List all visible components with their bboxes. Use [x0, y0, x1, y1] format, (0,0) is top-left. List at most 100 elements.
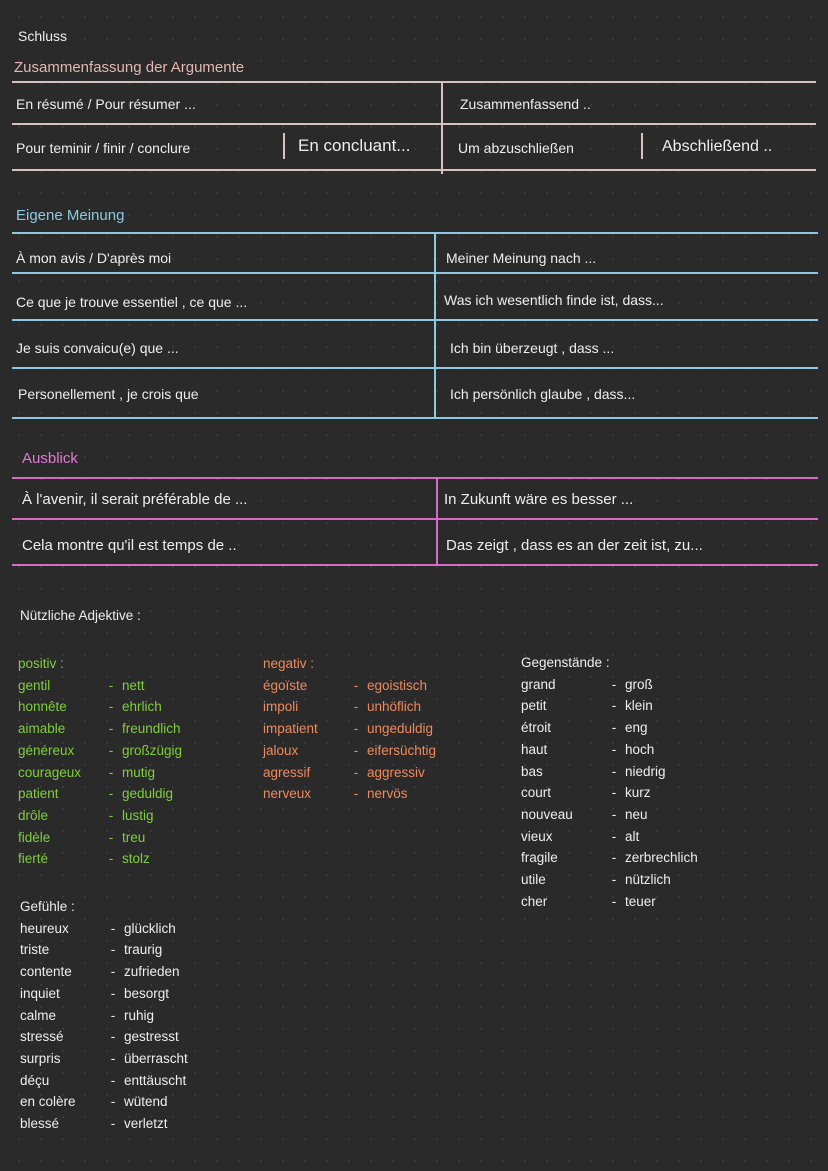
word-fr: nerveux — [263, 786, 312, 802]
dash: - — [108, 851, 114, 867]
vocab-row: honnête - ehrlich — [18, 696, 182, 718]
vocab-row: gentil - nett — [18, 675, 182, 697]
phrase-fr: Cela montre qu'il est temps de .. — [22, 537, 237, 554]
vocab-row: surpris - überrascht — [20, 1048, 188, 1070]
word-fr: petit — [521, 698, 547, 714]
divider — [12, 367, 818, 369]
divider — [12, 417, 818, 419]
dash: - — [353, 764, 359, 780]
vocab-list-negative: negativ : égoïste - egoistisch impoli - unhöfl… — [263, 653, 436, 805]
divider — [12, 272, 818, 274]
dash: - — [110, 1007, 116, 1023]
word-de: großzügig — [122, 742, 183, 758]
dash: - — [110, 1094, 116, 1110]
word-de: eifersüchtig — [367, 742, 437, 758]
phrase-de: Ich persönlich glaube , dass... — [450, 386, 636, 402]
column-divider — [283, 133, 285, 159]
section-heading-outlook: Ausblick — [22, 450, 78, 467]
divider — [12, 564, 818, 566]
word-de: hoch — [625, 741, 655, 757]
vocab-row: patient - geduldig — [18, 783, 182, 805]
vocab-row: égoïste - egoistisch — [263, 675, 436, 697]
word-fr: court — [521, 785, 552, 801]
vocab-row: stressé - gestresst — [20, 1026, 188, 1048]
phrase-de: Was ich wesentlich finde ist, dass... — [444, 292, 664, 308]
word-de: besorgt — [124, 985, 170, 1001]
word-de: unhöflich — [367, 699, 422, 715]
word-de: egoistisch — [367, 677, 428, 693]
word-de: traurig — [124, 942, 163, 958]
divider — [12, 477, 818, 479]
word-fr: stressé — [20, 1029, 64, 1045]
word-fr: impoli — [263, 699, 299, 715]
dash: - — [108, 721, 114, 737]
word-fr: heureux — [20, 920, 69, 936]
vocab-row: contente - zufrieden — [20, 961, 188, 983]
word-de: mutig — [122, 764, 156, 780]
word-de: wütend — [124, 1094, 168, 1110]
word-fr: cher — [521, 893, 548, 909]
vocab-row: fragile - zerbrechlich — [521, 847, 698, 869]
dash: - — [353, 699, 359, 715]
column-divider — [441, 82, 443, 174]
word-de: lustig — [122, 807, 154, 823]
word-fr: agressif — [263, 764, 311, 780]
dash: - — [108, 786, 114, 802]
vocab-row: calme - ruhig — [20, 1005, 188, 1027]
dash: - — [611, 676, 617, 692]
word-de: enttäuscht — [124, 1072, 187, 1088]
word-fr: impatient — [263, 721, 318, 737]
word-de: zerbrechlich — [625, 850, 698, 866]
word-de: klein — [625, 698, 653, 714]
vocab-row: déçu - enttäuscht — [20, 1070, 188, 1092]
vocab-row: heureux - glücklich — [20, 918, 188, 940]
word-de: nervös — [367, 786, 408, 802]
divider — [12, 232, 818, 234]
word-fr: nouveau — [521, 806, 573, 822]
dash: - — [611, 828, 617, 844]
dash: - — [611, 720, 617, 736]
word-fr: patient — [18, 786, 59, 802]
word-de: freundlich — [122, 721, 181, 737]
vocab-list-feelings: Gefühle : heureux - glücklich triste - traurig… — [20, 896, 188, 1135]
word-fr: inquiet — [20, 985, 60, 1001]
word-de: ehrlich — [122, 699, 162, 715]
word-fr: fragile — [521, 850, 558, 866]
word-de: kurz — [625, 785, 651, 801]
word-fr: courageux — [18, 764, 82, 780]
dash: - — [611, 698, 617, 714]
phrase-de: Zusammenfassend .. — [460, 96, 591, 112]
dash: - — [611, 850, 617, 866]
word-fr: grand — [521, 676, 556, 692]
word-de: ungeduldig — [367, 721, 434, 737]
dash: - — [611, 806, 617, 822]
vocab-row: généreux - großzügig — [18, 740, 182, 762]
word-de: zufrieden — [124, 964, 180, 980]
section-heading-opinion: Eigene Meinung — [16, 207, 125, 224]
divider — [12, 319, 818, 321]
word-fr: bas — [521, 763, 543, 779]
vocab-row: triste - traurig — [20, 939, 188, 961]
dash: - — [110, 920, 116, 936]
vocab-row: en colère - wütend — [20, 1091, 188, 1113]
dash: - — [108, 699, 114, 715]
word-fr: fidèle — [18, 829, 51, 845]
vocab-row: courageux - mutig — [18, 762, 182, 784]
vocab-row: aimable - freundlich — [18, 718, 182, 740]
word-fr: haut — [521, 741, 548, 757]
vocab-row: blessé - verletzt — [20, 1113, 188, 1135]
word-fr: égoïste — [263, 677, 308, 693]
word-de: teuer — [625, 893, 656, 909]
word-de: glücklich — [124, 920, 176, 936]
vocab-list-label: positiv : — [18, 656, 64, 671]
word-de: treu — [122, 829, 146, 845]
word-fr: déçu — [20, 1072, 50, 1088]
word-fr: aimable — [18, 721, 66, 737]
vocab-list-objects: Gegenstände : grand - groß petit - klein étroit… — [521, 652, 698, 912]
word-fr: généreux — [18, 742, 75, 758]
word-fr: fierté — [18, 851, 49, 867]
word-de: nett — [122, 677, 145, 693]
word-de: groß — [625, 676, 653, 692]
word-de: eng — [625, 720, 648, 736]
dash: - — [108, 829, 114, 845]
